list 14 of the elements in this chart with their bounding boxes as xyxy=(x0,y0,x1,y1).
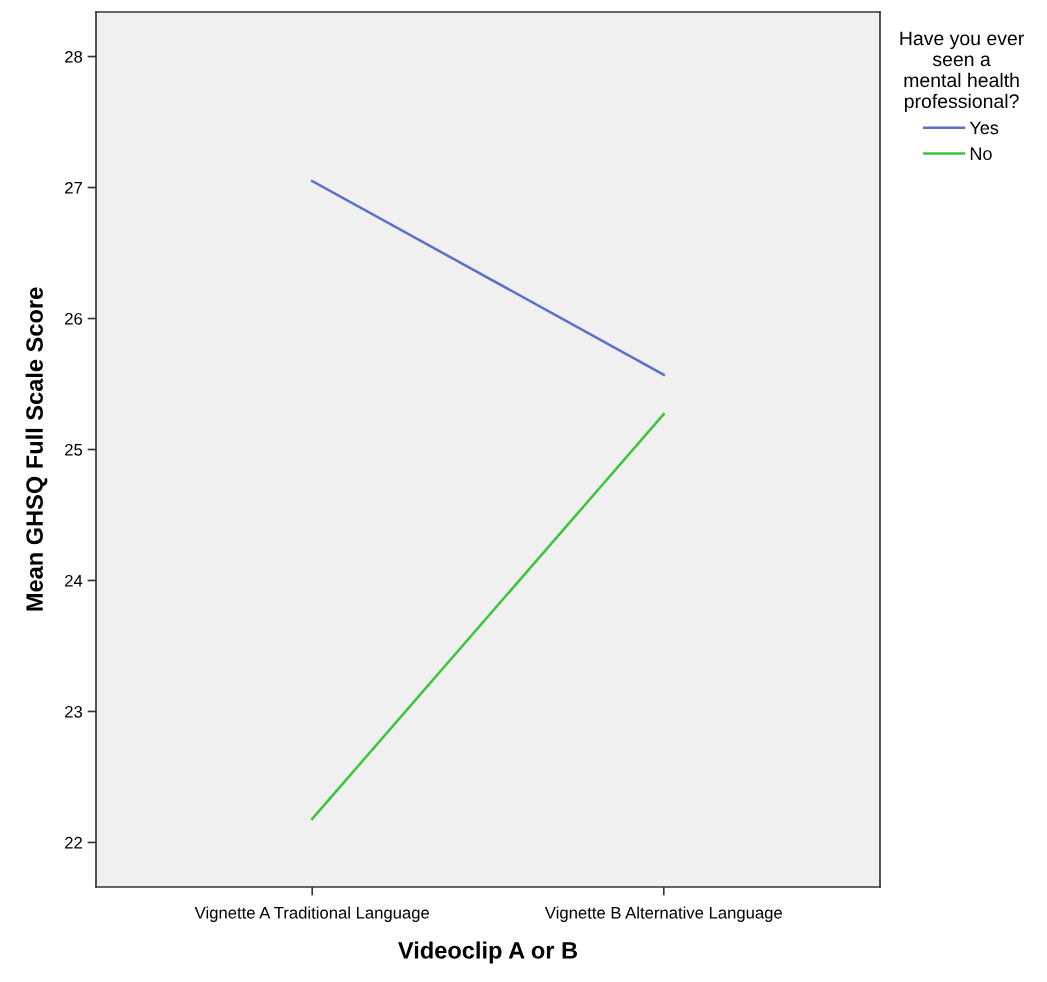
x-axis-title: Videoclip A or B xyxy=(398,941,578,964)
y-tick-label: 28 xyxy=(65,50,83,63)
y-tick-label: 27 xyxy=(65,181,82,194)
legend-title: Have you ever seen a mental health professional? xyxy=(900,31,1024,112)
legend-label: No xyxy=(970,147,992,161)
legend-label: Yes xyxy=(969,121,999,135)
y-tick-label: 24 xyxy=(65,574,83,587)
x-tick-label: Vignette A Traditional Language xyxy=(194,906,430,922)
y-tick-label: 22 xyxy=(65,836,82,849)
y-tick-label: 23 xyxy=(65,705,83,718)
x-tick-label: Vignette B Alternative Language xyxy=(544,906,782,922)
y-tick-label: 26 xyxy=(65,312,83,325)
y-axis-title: Mean GHSQ Full Scale Score xyxy=(25,287,48,611)
y-tick-label: 25 xyxy=(65,443,83,456)
